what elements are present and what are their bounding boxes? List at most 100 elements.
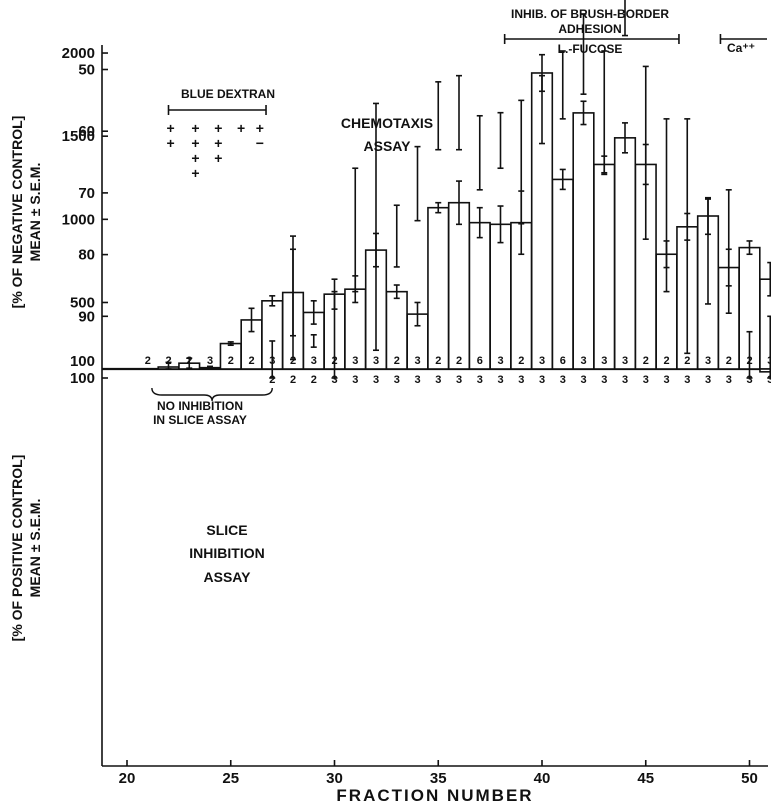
- no-inhibition-line2: IN SLICE ASSAY: [153, 413, 247, 427]
- no-inhibition-line1: NO INHIBITION: [157, 399, 243, 413]
- top-n-label: 3: [414, 355, 420, 367]
- blue-dextran-mark: +: [166, 120, 174, 136]
- x-tick-label: 30: [326, 770, 343, 787]
- blue-dextran-mark: +: [191, 120, 199, 136]
- blue-dextran-mark: +: [191, 150, 199, 166]
- bottom-n-label: 3: [746, 374, 752, 386]
- calcium-label: Ca⁺⁺: [727, 41, 755, 55]
- bottom-n-label: 3: [663, 374, 669, 386]
- bottom-n-label: 3: [352, 374, 358, 386]
- top-y-label-line2: MEAN ± S.E.M.: [27, 163, 43, 262]
- bottom-y-label-line1: [% OF POSITIVE CONTROL]: [9, 455, 25, 642]
- top-n-label: 3: [601, 355, 607, 367]
- top-y-tick-label: 1500: [62, 128, 95, 145]
- top-y-tick-label: 100: [70, 353, 95, 370]
- top-n-label: 2: [228, 355, 234, 367]
- bottom-n-label: 2: [269, 374, 275, 386]
- bottom-y-tick-label: 90: [78, 308, 95, 325]
- top-n-label: 2: [663, 355, 669, 367]
- top-n-label: 2: [435, 355, 441, 367]
- bottom-y-tick-label: 80: [78, 247, 95, 264]
- bottom-n-label: 3: [580, 374, 586, 386]
- top-n-label: 3: [580, 355, 586, 367]
- x-tick-label: 45: [637, 770, 654, 787]
- bottom-y-tick-label: 50: [78, 62, 95, 79]
- x-tick-label: 20: [119, 770, 136, 787]
- top-n-label: 2: [248, 355, 254, 367]
- top-n-label: 3: [705, 355, 711, 367]
- bottom-n-label: 3: [373, 374, 379, 386]
- blue-dextran-mark: +: [214, 120, 222, 136]
- slice-title-line1: SLICE: [206, 522, 247, 538]
- bottom-n-label: 3: [394, 374, 400, 386]
- top-n-label: 6: [560, 355, 566, 367]
- top-n-label: 3: [497, 355, 503, 367]
- bottom-y-tick-label: 100: [70, 370, 95, 387]
- slice-title-line3: ASSAY: [204, 569, 252, 585]
- bottom-y-label-line2: MEAN ± S.E.M.: [27, 499, 43, 598]
- top-n-label: 3: [311, 355, 317, 367]
- top-n-label: 2: [145, 355, 151, 367]
- bottom-y-tick-label: 60: [78, 123, 95, 140]
- blue-dextran-mark: +: [214, 150, 222, 166]
- top-n-label: 2: [643, 355, 649, 367]
- top-n-label: 2: [290, 355, 296, 367]
- top-n-label: 2: [726, 355, 732, 367]
- blue-dextran-mark: +: [214, 135, 222, 151]
- blue-dextran-mark: +: [237, 120, 245, 136]
- x-axis-label: FRACTION NUMBER: [336, 786, 533, 805]
- brush-border-label-line1: INHIB. OF BRUSH-BORDER: [511, 7, 669, 21]
- top-n-label: 3: [373, 355, 379, 367]
- fucose-label: L.-FUCOSE: [558, 42, 623, 56]
- bottom-n-label: 3: [539, 374, 545, 386]
- x-tick-label: 25: [222, 770, 239, 787]
- top-bar: [427, 206, 450, 370]
- top-bar: [447, 201, 471, 370]
- bottom-n-label: 3: [331, 374, 337, 386]
- top-n-label: 6: [477, 355, 483, 367]
- top-n-label: 3: [207, 355, 213, 367]
- blue-dextran-mark: +: [256, 120, 264, 136]
- x-tick-label: 40: [534, 770, 551, 787]
- top-n-label: 3: [539, 355, 545, 367]
- bottom-n-label: 3: [414, 374, 420, 386]
- bottom-n-label: 3: [767, 374, 771, 386]
- chemotaxis-title-line1: CHEMOTAXIS: [341, 115, 433, 131]
- top-n-label: 2: [165, 355, 171, 367]
- bottom-n-label: 3: [435, 374, 441, 386]
- blue-dextran-mark: +: [191, 135, 199, 151]
- bottom-n-label: 3: [518, 374, 524, 386]
- top-bar: [468, 221, 491, 370]
- top-bar: [572, 112, 595, 370]
- no-inhibition-brace: [151, 387, 273, 402]
- bottom-y-tick-label: 70: [78, 185, 95, 202]
- top-n-label: 2: [684, 355, 690, 367]
- top-bar: [551, 178, 574, 370]
- top-n-label: 3: [352, 355, 358, 367]
- bottom-n-label: 3: [601, 374, 607, 386]
- top-y-tick-label: 500: [70, 294, 95, 311]
- top-n-label: 2: [456, 355, 462, 367]
- bottom-n-label: 3: [726, 374, 732, 386]
- top-y-tick-label: 2000: [62, 45, 95, 62]
- top-y-label-line1: [% OF NEGATIVE CONTROL]: [9, 116, 25, 309]
- top-n-label: 3: [767, 355, 771, 367]
- bottom-n-label: 3: [705, 374, 711, 386]
- top-bar: [613, 137, 637, 370]
- bottom-n-label: 3: [456, 374, 462, 386]
- top-n-label: 3: [622, 355, 628, 367]
- blue-dextran-mark: +: [191, 165, 199, 181]
- brush-border-label-line2: ADHESION: [558, 22, 621, 36]
- bottom-n-label: 3: [684, 374, 690, 386]
- bottom-bar: [759, 368, 771, 373]
- top-y-tick-label: 1000: [62, 211, 95, 228]
- top-n-label: 2: [518, 355, 524, 367]
- blue-dextran-label: BLUE DEXTRAN: [181, 87, 275, 101]
- top-bar: [489, 223, 512, 370]
- x-tick-label: 35: [430, 770, 447, 787]
- bottom-n-label: 3: [477, 374, 483, 386]
- bottom-n-label: 3: [497, 374, 503, 386]
- slice-title-line2: INHIBITION: [189, 545, 264, 561]
- blue-dextran-mark: −: [256, 135, 264, 151]
